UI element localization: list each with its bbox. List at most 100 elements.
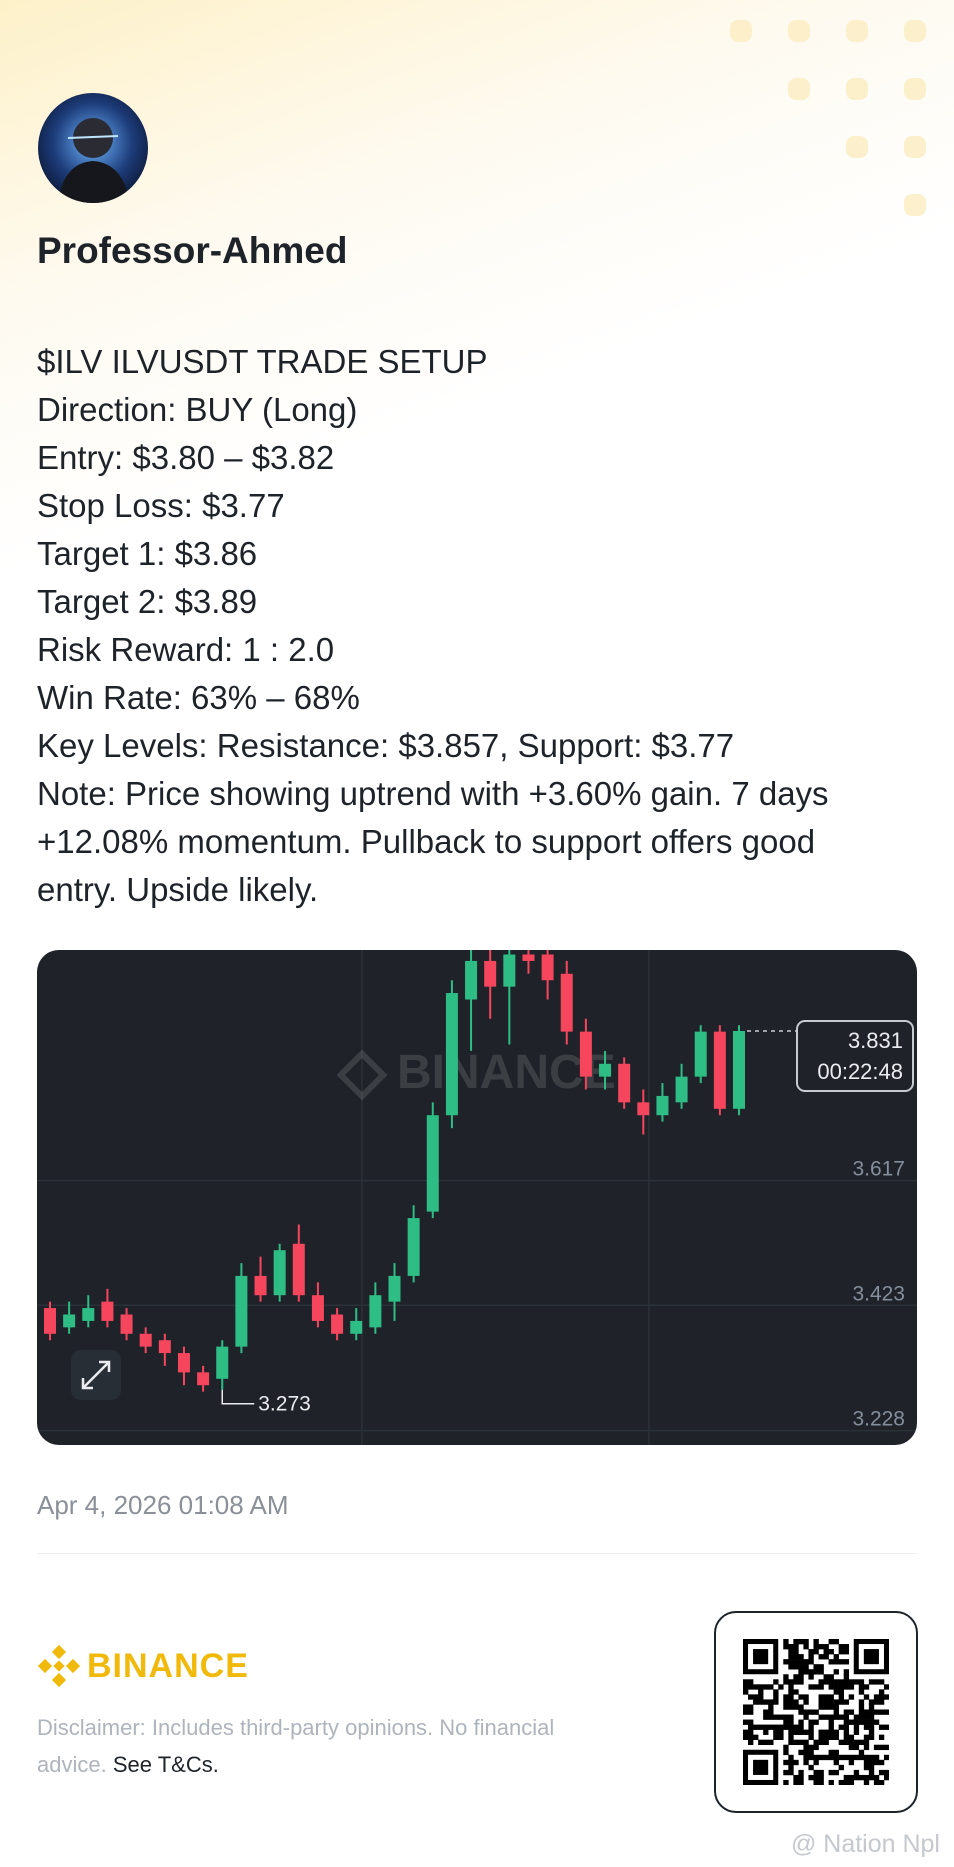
qr-module [843,1719,850,1725]
qr-module [773,1714,779,1720]
qr-module [858,1709,865,1715]
avatar[interactable] [38,93,148,203]
qr-module [853,1679,860,1685]
qr-module [818,1754,824,1761]
qr-module [798,1724,804,1730]
candle-body [235,1275,248,1347]
qr-module [873,1699,880,1705]
qr-module [753,1734,759,1740]
qr-module [773,1694,779,1700]
qr-module [818,1774,824,1781]
qr-module [803,1739,809,1746]
qr-module [858,1719,865,1725]
last-price-label: 3.831 [848,1028,903,1053]
qr-module [883,1694,889,1700]
qr-module [793,1644,799,1650]
y-tick-label: 3.617 [852,1158,905,1181]
qr-module [748,1679,754,1685]
qr-module [763,1739,769,1746]
qr-module [828,1704,834,1710]
qr-module [863,1774,870,1781]
qr-module [808,1654,814,1660]
terms-link[interactable]: See T&Cs. [112,1752,219,1777]
qr-module [818,1729,824,1735]
qr-module [743,1704,749,1710]
qr-module [793,1739,799,1746]
post-date: Apr 4, 2026 01:08 AM [37,1490,289,1520]
qr-module [878,1709,885,1715]
qr-module [808,1764,814,1771]
qr-module [788,1769,794,1776]
low-marker-line [221,1389,255,1405]
qr-module [833,1639,839,1645]
qr-module [813,1744,819,1751]
qr-module [843,1739,850,1746]
deco-dot [904,78,926,100]
watermark-text: BINANCE [397,1046,616,1099]
qr-module [803,1669,809,1675]
qr-module [858,1704,865,1710]
qr-module [843,1754,850,1761]
qr-module [803,1659,809,1665]
qr-module [858,1699,865,1705]
candle-body [426,1115,439,1212]
qr-module [758,1694,764,1700]
deco-dot [846,78,868,100]
qr-module [873,1719,880,1725]
qr-module [793,1689,799,1695]
qr-module [848,1709,855,1715]
qr-module [793,1704,799,1710]
qr-module [808,1749,814,1756]
qr-module [793,1699,799,1705]
qr-module [838,1694,844,1700]
qr-module [813,1644,819,1650]
qr-module [828,1699,834,1705]
qr-module [768,1684,774,1690]
qr-module [853,1754,860,1761]
qr-module [783,1744,789,1751]
qr-module [783,1674,789,1680]
qr-module [868,1699,875,1705]
qr-module [858,1739,865,1746]
qr-module [828,1719,834,1725]
qr-module [748,1729,754,1735]
qr-module [753,1694,759,1700]
qr-module [878,1769,885,1776]
qr-module [843,1699,850,1705]
qr-module [813,1769,819,1776]
qr-module [833,1749,839,1756]
qr-module [793,1724,799,1730]
qr-module [808,1684,814,1690]
qr-module [848,1779,855,1785]
qr-module [838,1679,844,1685]
qr-module [823,1674,829,1680]
qr-module [803,1699,809,1705]
deco-dot [904,20,926,42]
qr-module [758,1739,764,1746]
qr-module [808,1709,814,1715]
qr-module [803,1754,809,1761]
qr-module [838,1754,844,1761]
author-name[interactable]: Professor-Ahmed [37,230,348,271]
candle-body [713,1031,726,1109]
qr-module [868,1774,875,1781]
qr-module [803,1749,809,1756]
qr-module [838,1739,844,1746]
qr-module [763,1709,769,1715]
qr-module [828,1749,834,1756]
expand-button[interactable] [71,1350,121,1400]
qr-module [753,1699,759,1705]
deco-dot [846,20,868,42]
qr-module [833,1734,839,1740]
qr-module [833,1679,839,1685]
qr-module [848,1734,855,1740]
qr-module [808,1774,814,1781]
qr-module [868,1729,875,1735]
qr-module [823,1644,829,1650]
qr-module [843,1669,850,1675]
qr-module [833,1689,839,1695]
qr-module [748,1719,754,1725]
qr-module [818,1669,824,1675]
qr-module [788,1684,794,1690]
candle-body [101,1301,114,1321]
